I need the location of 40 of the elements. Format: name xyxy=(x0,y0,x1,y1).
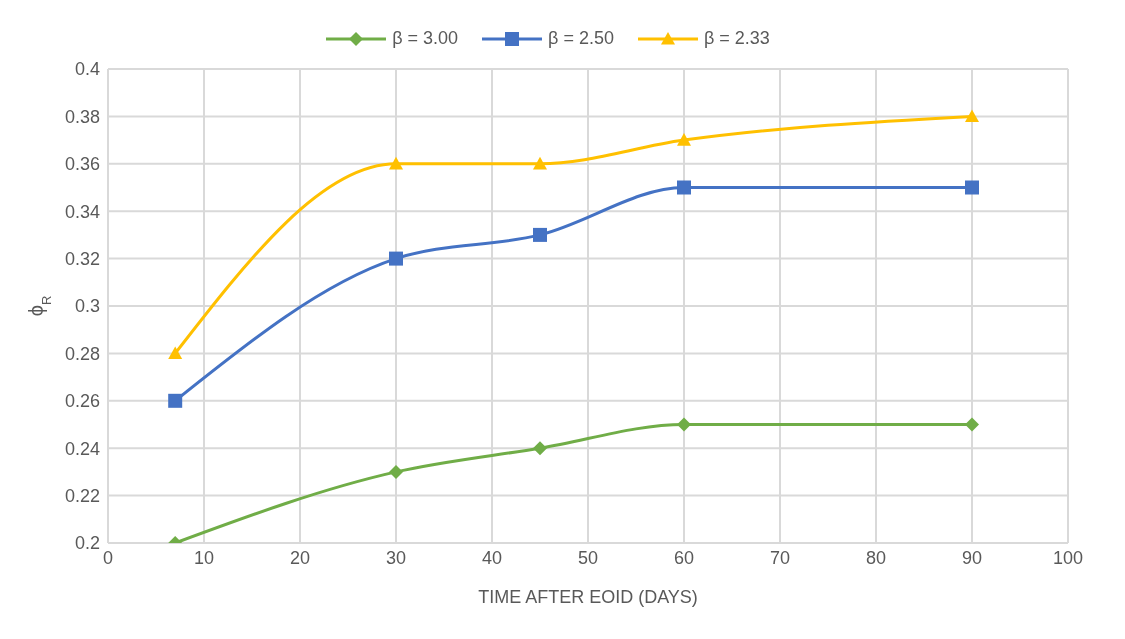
x-tick-label: 80 xyxy=(865,547,887,568)
y-tick-label: 0.34 xyxy=(64,201,100,222)
point xyxy=(677,133,691,146)
legend-label: β = 2.50 xyxy=(548,28,614,49)
y-tick-label: 0.2 xyxy=(74,533,100,554)
x-tick-label: 70 xyxy=(769,547,791,568)
y-tick-label: 0.28 xyxy=(64,343,100,364)
point xyxy=(677,180,691,195)
y-tick-label: 0.4 xyxy=(74,59,100,80)
x-tick-label: 0 xyxy=(102,547,114,568)
point xyxy=(389,464,403,479)
point xyxy=(965,109,979,122)
point xyxy=(389,251,403,266)
point xyxy=(965,180,979,195)
x-tick-label: 40 xyxy=(481,547,503,568)
y-tick-label: 0.24 xyxy=(64,438,100,459)
point xyxy=(533,441,547,456)
y-tick-label: 0.3 xyxy=(74,296,100,317)
point xyxy=(533,156,547,170)
x-tick-label: 30 xyxy=(385,547,407,568)
legend-label: β = 2.33 xyxy=(703,28,770,49)
y-tick-label: 0.36 xyxy=(64,154,100,175)
x-tick-label: 60 xyxy=(673,547,695,568)
x-tick-label: 20 xyxy=(289,547,311,568)
y-tick-label: 0.26 xyxy=(64,391,100,412)
legend-label: β = 3.00 xyxy=(392,28,459,49)
point xyxy=(389,156,403,170)
point xyxy=(168,393,183,408)
point xyxy=(533,227,547,242)
y-tick-label: 0.32 xyxy=(64,248,100,269)
y-tick-label: 0.22 xyxy=(64,485,100,506)
x-axis-title: TIME AFTER EOID (DAYS) xyxy=(478,587,698,607)
x-tick-label: 10 xyxy=(193,547,215,568)
x-tick-label: 100 xyxy=(1052,547,1084,568)
y-tick-label: 0.38 xyxy=(64,106,100,127)
x-tick-label: 90 xyxy=(961,547,983,568)
point xyxy=(677,417,691,432)
point xyxy=(168,346,183,359)
point xyxy=(965,417,979,432)
x-tick-label: 50 xyxy=(577,547,599,568)
